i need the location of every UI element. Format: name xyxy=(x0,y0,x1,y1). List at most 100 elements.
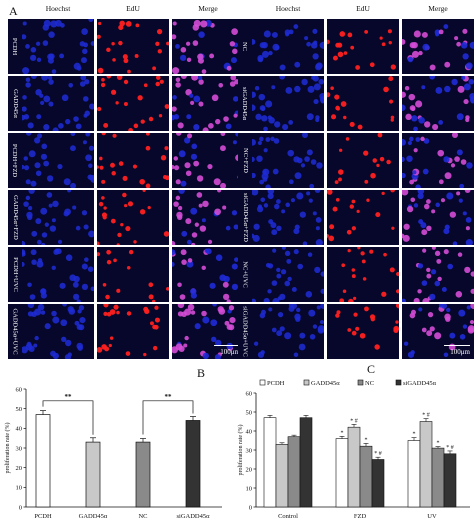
scale-bar xyxy=(214,345,240,346)
y-tick-label: 20 xyxy=(16,465,23,472)
column-header: Merge xyxy=(198,4,218,13)
legend-swatch xyxy=(303,379,310,386)
micrograph-hoechst xyxy=(252,19,324,74)
micrograph-hoechst xyxy=(22,76,94,131)
micrograph-edu xyxy=(327,304,399,359)
bar xyxy=(359,445,373,508)
y-tick-label: 30 xyxy=(246,447,253,454)
bar xyxy=(299,417,313,508)
significance-label: ** xyxy=(165,393,173,401)
legend-label: siGADD45α xyxy=(403,380,437,387)
scale-bar-label: 100μm xyxy=(220,348,240,356)
legend-label: NC xyxy=(365,380,374,387)
bar xyxy=(85,441,101,508)
micrograph-merge: 100μm xyxy=(172,304,244,359)
column-header: Hoechst xyxy=(45,4,71,13)
y-tick-label: 50 xyxy=(246,409,253,416)
x-category-label: Control xyxy=(278,513,298,520)
row-label: siGADD45α xyxy=(238,76,252,131)
scale-bar-label: 100μm xyxy=(450,348,470,356)
bar xyxy=(443,453,457,508)
y-tick-label: 20 xyxy=(246,466,253,473)
significance-mark: * # xyxy=(422,413,430,419)
row-label: GADD45α xyxy=(8,76,22,131)
column-header: Hoechst xyxy=(275,4,301,13)
significance-mark: * xyxy=(365,437,368,443)
y-tick-label: 30 xyxy=(16,445,23,452)
micrograph-hoechst xyxy=(22,133,94,188)
panel-label-b: B xyxy=(197,366,206,380)
micrograph-merge xyxy=(172,19,244,74)
row-label: NC xyxy=(238,19,252,74)
micrograph-merge: 100μm xyxy=(402,304,474,359)
row-label: siGADD45α+FZD xyxy=(238,190,252,245)
legend-label: GADD45α xyxy=(311,380,340,387)
row-label: NC+FZD xyxy=(238,133,252,188)
row-label: PCDH+UVC xyxy=(8,247,22,302)
bar xyxy=(287,436,301,508)
micrograph-edu xyxy=(327,133,399,188)
y-axis-label: proliferation rate (%) xyxy=(237,425,244,476)
legend-label: PCDH xyxy=(267,380,285,387)
row-label: siGADD45α+UVC xyxy=(238,304,252,359)
x-category-label: GADD45α xyxy=(79,513,108,520)
x-category-label: FZD xyxy=(354,513,367,520)
significance-mark: * # xyxy=(350,418,358,424)
bar xyxy=(263,417,277,508)
micrograph-edu xyxy=(97,19,169,74)
significance-mark: * xyxy=(341,430,344,436)
bar xyxy=(431,447,445,508)
bar xyxy=(347,426,361,508)
significance-mark: * # xyxy=(374,451,382,457)
significance-mark: * xyxy=(413,432,416,438)
micrograph-merge xyxy=(402,247,474,302)
y-tick-label: 0 xyxy=(249,504,252,511)
bar xyxy=(275,444,289,508)
bar xyxy=(407,440,421,508)
micrograph-edu xyxy=(327,76,399,131)
significance-mark: * # xyxy=(446,445,454,451)
micrograph-merge xyxy=(172,247,244,302)
y-tick-label: 10 xyxy=(16,485,23,492)
y-tick-label: 40 xyxy=(246,428,253,435)
legend-swatch xyxy=(259,379,266,386)
legend-swatch xyxy=(357,379,364,386)
column-header: EdU xyxy=(126,4,140,13)
micrograph-edu xyxy=(327,190,399,245)
micrograph-hoechst xyxy=(22,19,94,74)
micrograph-merge xyxy=(172,190,244,245)
micrograph-hoechst xyxy=(22,304,94,359)
y-tick-label: 40 xyxy=(16,426,23,433)
column-headers: Hoechst EdU Merge xyxy=(22,4,244,18)
bar xyxy=(35,414,51,508)
bar xyxy=(419,421,433,508)
y-tick-label: 60 xyxy=(16,386,23,393)
y-axis-label: proliferation rate (%) xyxy=(4,423,11,474)
row-label: GADD45α+FZD xyxy=(8,190,22,245)
micrograph-merge xyxy=(172,76,244,131)
y-tick-label: 50 xyxy=(16,406,23,413)
x-category-label: PCDH xyxy=(34,513,52,520)
micrograph-merge xyxy=(402,19,474,74)
x-category-label: UV xyxy=(427,513,437,520)
micrograph-edu xyxy=(97,190,169,245)
micrograph-hoechst xyxy=(22,190,94,245)
scale-bar xyxy=(444,345,470,346)
significance-mark: * xyxy=(437,441,440,447)
bar xyxy=(335,438,349,508)
row-label: NC+UVC xyxy=(238,247,252,302)
y-tick-label: 0 xyxy=(19,504,22,511)
micrograph-merge xyxy=(402,133,474,188)
micrograph-edu xyxy=(327,247,399,302)
bar xyxy=(135,441,151,508)
x-category-label: NC xyxy=(138,513,147,520)
micrograph-edu xyxy=(97,247,169,302)
x-category-label: siGADD45α xyxy=(176,513,210,520)
micrograph-hoechst xyxy=(22,247,94,302)
legend-swatch xyxy=(395,379,402,386)
micrograph-merge xyxy=(402,76,474,131)
significance-bracket xyxy=(142,400,194,435)
bar xyxy=(185,420,201,508)
micrograph-edu xyxy=(97,133,169,188)
row-label: GADD45α+UVC xyxy=(8,304,22,359)
